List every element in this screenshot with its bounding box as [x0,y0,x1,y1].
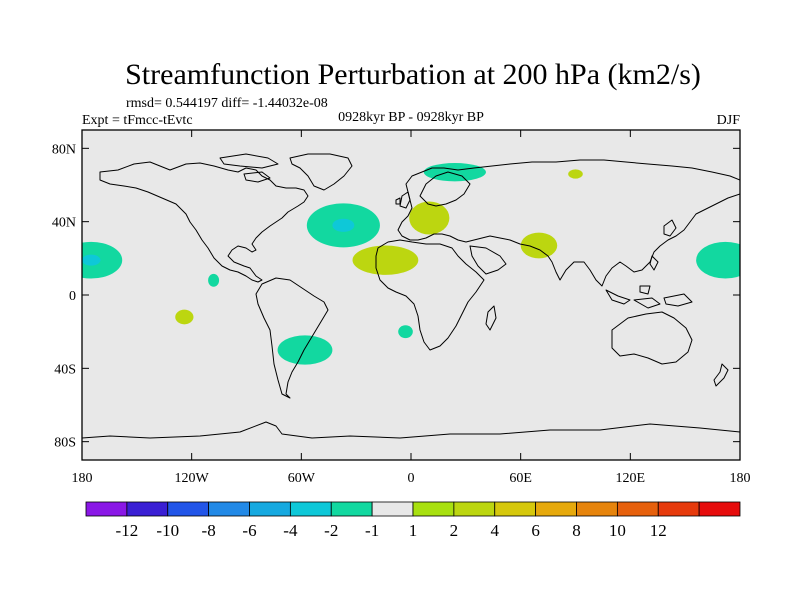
coast-scandinavia [419,171,471,207]
y-tick-label: 80S [54,436,76,451]
colorbar-label: 4 [491,521,500,540]
colorbar-label: -2 [324,521,338,540]
coast-madagascar [485,305,497,331]
colorbar-label: 12 [650,521,667,540]
coastlines [82,153,740,439]
colorbar-swatch [535,501,577,517]
anomaly-core-0 [332,218,355,232]
colorbar-swatch [576,501,618,517]
colorbar-swatch [330,501,373,517]
x-tick-label: 120W [175,471,210,486]
colorbar-label: 2 [450,521,459,540]
colorbar-swatch [412,501,455,517]
x-tick-label: 60E [509,471,532,486]
chart-title: Streamfunction Perturbation at 200 hPa (… [125,58,701,91]
colorbar-swatch [249,501,291,517]
x-tick-label: 120E [616,471,646,486]
anomaly-7 [208,273,220,287]
coast-arabia [469,245,507,275]
y-tick-label: 40S [54,362,76,377]
colorbar-label: 6 [531,521,540,540]
coast-antarctica [82,421,740,439]
colorbar-label: 1 [409,521,418,540]
coast-arctic-islands [219,153,279,183]
x-tick-label: 60W [288,471,316,486]
colorbar-swatch [167,501,210,517]
y-tick-label: 0 [69,289,76,304]
stats-text: rmsd= 0.544197 diff= -1.44032e-08 [126,96,328,111]
colorbar-label: -8 [202,521,216,540]
y-tick-label: 40N [52,216,76,231]
anomaly-5 [277,335,333,365]
anomaly-11 [175,309,194,325]
colorbar-swatch [494,501,537,517]
period-label: 0928kyr BP - 0928kyr BP [338,110,484,125]
coast-south-america [255,277,329,399]
x-tick-label: 0 [408,471,415,486]
y-tick-label: 80N [52,142,76,157]
anomaly-8 [409,201,450,235]
coast-maritime-asia [605,219,693,309]
coast-africa [375,239,485,351]
colorbar-swatch [85,501,128,517]
coast-eurasia [397,159,740,287]
colorbar-label: 8 [572,521,581,540]
anomaly-4 [568,169,583,179]
colorbar-swatch [126,501,169,517]
coast-australia [611,311,693,365]
map-background [82,130,740,460]
colorbar-swatch [371,501,414,517]
colorbar-swatch [657,501,700,517]
anomaly-6 [398,325,413,339]
colorbar-swatch [289,501,332,517]
experiment-label: Expt = tFmcc-tEvtc [82,113,193,128]
anomaly-core-1 [82,254,101,266]
colorbar-swatch [616,501,659,517]
colorbar-swatch [698,501,741,517]
colorbar-label: 10 [609,521,626,540]
season-label: DJF [717,113,741,128]
coast-british-isles [395,191,411,209]
anomaly-9 [352,245,419,275]
colorbar-label: -6 [242,521,256,540]
colorbar-label: -10 [156,521,179,540]
colorbar-swatch [453,501,496,517]
coast-greenland [289,153,353,191]
x-tick-label: 180 [72,471,93,486]
colorbar-label: -12 [116,521,139,540]
coast-north-america [99,161,309,283]
colorbar-swatch [208,501,250,517]
colorbar-label: -4 [283,521,298,540]
colorbar-label: -1 [365,521,379,540]
anomaly-10 [520,232,558,259]
anomaly-2 [696,241,740,279]
x-tick-label: 180 [730,471,751,486]
anomaly-1 [82,241,123,279]
coast-new-zealand [713,363,729,387]
